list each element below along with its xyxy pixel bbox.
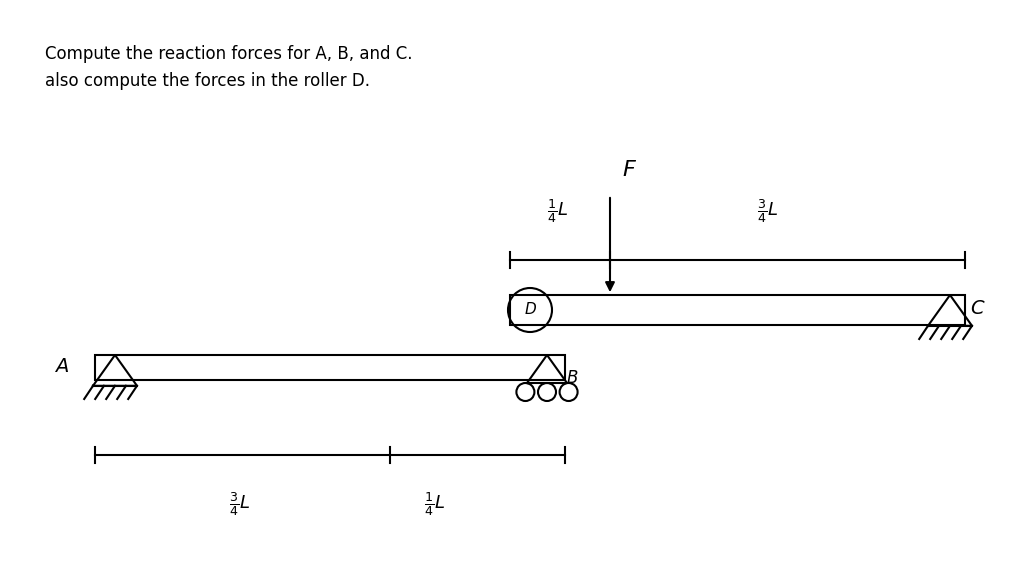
Bar — [95, 355, 565, 380]
Text: $\frac{1}{4}$L: $\frac{1}{4}$L — [424, 490, 445, 518]
Text: also compute the forces in the roller D.: also compute the forces in the roller D. — [45, 72, 370, 90]
Text: B: B — [567, 369, 579, 387]
Text: $\frac{1}{4}$L: $\frac{1}{4}$L — [548, 197, 568, 225]
Bar — [510, 295, 965, 325]
Text: Compute the reaction forces for A, B, and C.: Compute the reaction forces for A, B, an… — [45, 45, 413, 63]
Text: $\frac{3}{4}$L: $\frac{3}{4}$L — [229, 490, 251, 518]
Text: C: C — [970, 298, 984, 318]
Text: D: D — [524, 303, 536, 318]
Text: $\frac{3}{4}$L: $\frac{3}{4}$L — [758, 197, 778, 225]
Text: F: F — [622, 160, 635, 180]
Text: A: A — [54, 357, 68, 377]
